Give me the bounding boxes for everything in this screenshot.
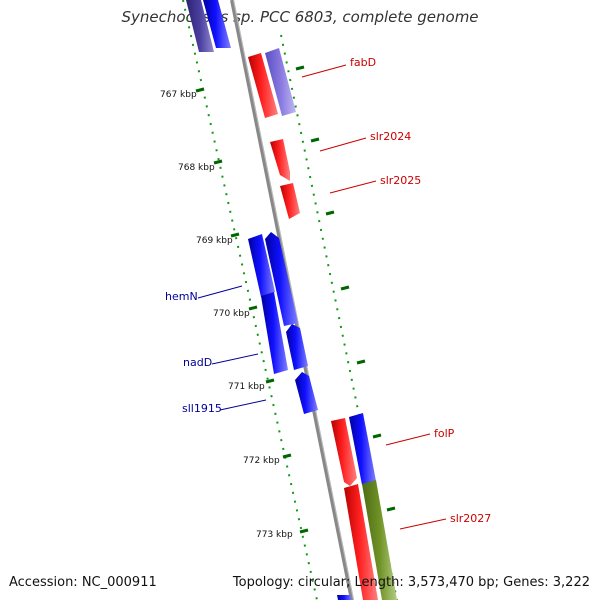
forward-strand-guide — [280, 34, 398, 600]
tick-mark — [310, 137, 320, 143]
gene-label-slr2027[interactable]: slr2027 — [450, 512, 491, 525]
tick-mark — [340, 285, 350, 291]
gene-feature-partial[interactable] — [337, 595, 352, 600]
genome-backbone-highlight — [233, 0, 354, 600]
gene-label-folp[interactable]: folP — [434, 427, 455, 440]
label-leader — [319, 137, 367, 152]
gene-feature[interactable] — [344, 484, 378, 600]
gene-feature-partial[interactable] — [203, 0, 231, 48]
gene-label-fabd[interactable]: fabD — [350, 56, 376, 69]
gene-feature[interactable] — [331, 418, 357, 486]
gene-feature[interactable] — [362, 480, 397, 600]
tick-mark — [299, 528, 309, 534]
tick-mark — [213, 159, 223, 165]
gene-feature[interactable] — [295, 372, 318, 414]
tick-mark — [386, 506, 396, 512]
label-leader — [219, 399, 267, 411]
tick-label: 767 kbp — [160, 90, 197, 100]
label-leader — [399, 518, 447, 530]
gene-feature[interactable] — [280, 183, 300, 219]
gene-label-sll1915[interactable]: sll1915 — [182, 402, 222, 415]
tick-mark — [325, 210, 335, 216]
label-leader — [301, 64, 347, 78]
gene-feature[interactable] — [265, 48, 296, 116]
tick-mark — [356, 359, 366, 365]
accession-text: Accession: NC_000911 — [9, 575, 157, 590]
gene-feature[interactable] — [349, 413, 376, 485]
tick-mark — [265, 378, 275, 384]
gene-label-slr2025[interactable]: slr2025 — [380, 174, 421, 187]
tick-mark — [248, 305, 258, 311]
label-leader — [329, 180, 377, 194]
gene-feature[interactable] — [265, 232, 298, 326]
tick-mark — [372, 433, 382, 439]
label-leader — [211, 353, 259, 365]
tick-mark — [230, 232, 240, 238]
label-leader — [197, 285, 243, 299]
reverse-strand-guide — [182, 0, 318, 600]
gene-feature[interactable] — [270, 139, 290, 181]
gene-label-nadd[interactable]: nadD — [183, 356, 212, 369]
label-leaders — [197, 64, 447, 530]
tick-marks — [195, 65, 396, 534]
tick-label: 769 kbp — [196, 236, 233, 246]
gene-label-slr2024[interactable]: slr2024 — [370, 130, 411, 143]
tick-mark — [195, 87, 205, 93]
tick-label: 770 kbp — [213, 309, 250, 319]
gene-feature[interactable] — [261, 292, 288, 374]
gene-feature-partial[interactable] — [186, 0, 214, 52]
gene-label-hemn[interactable]: hemN — [165, 290, 198, 303]
tick-label: 768 kbp — [178, 163, 215, 173]
tick-mark — [282, 453, 292, 459]
tick-label: 773 kbp — [256, 530, 293, 540]
topology-text: Topology: circular; Length: 3,573,470 bp… — [232, 575, 590, 590]
label-leader — [385, 433, 431, 446]
tick-mark — [295, 65, 305, 71]
tick-label: 771 kbp — [228, 382, 265, 392]
gene-feature[interactable] — [286, 324, 308, 370]
gene-feature[interactable] — [248, 53, 278, 118]
tick-label: 772 kbp — [243, 456, 280, 466]
gene-feature[interactable] — [248, 234, 275, 297]
